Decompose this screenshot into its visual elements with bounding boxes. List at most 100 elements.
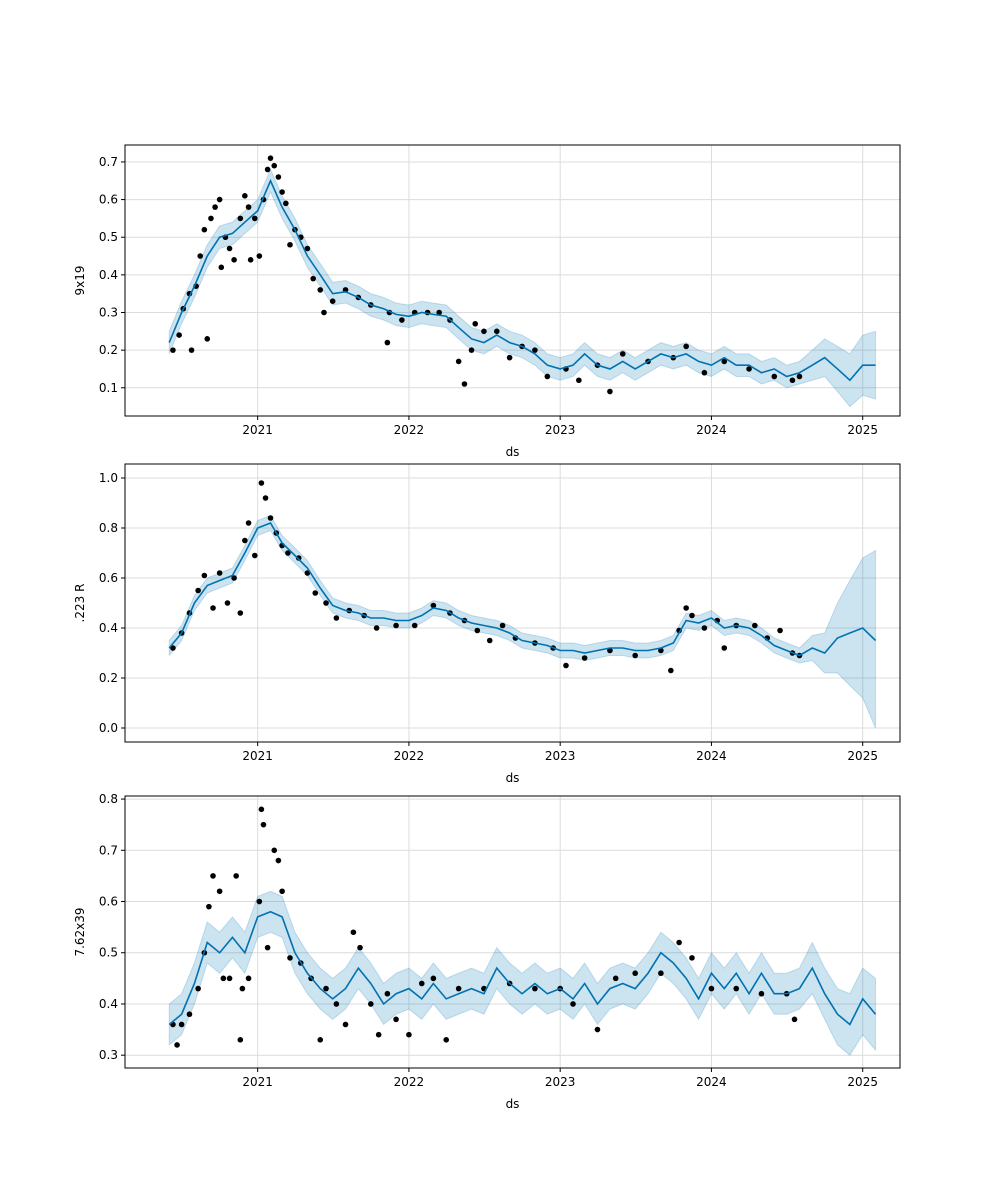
observed-point [632,970,638,977]
observed-point [206,903,212,910]
y-tick-label: 0.6 [99,895,118,909]
observed-point [226,245,233,252]
observed-point [321,309,327,316]
observed-point [333,1001,340,1007]
observed-point [323,985,329,992]
y-tick-label: 0.8 [99,792,118,806]
x-tick-label: 2022 [394,423,425,437]
observed-point [260,821,267,828]
observed-point [708,985,715,992]
observed-point [237,610,244,616]
observed-point [658,970,664,977]
observed-point [275,174,282,180]
observed-point [701,369,708,376]
observed-point [393,1016,399,1023]
observed-point [237,1037,244,1043]
observed-point [231,575,237,581]
uncertainty-band [168,168,877,408]
observed-point [796,373,803,380]
observed-point [210,605,216,611]
observed-point [632,652,638,659]
x-tick-label: 2023 [545,1075,576,1089]
observed-point [256,253,263,259]
forecast-line [168,910,877,1026]
y-tick-label: 0.6 [99,571,118,585]
observed-point [771,373,778,380]
observed-point [287,241,293,248]
observed-point [468,347,475,353]
x-tick-label: 2024 [696,423,727,437]
x-axis-label: ds [506,771,520,785]
y-axis-label: .223 R [73,584,87,623]
x-tick-label: 2025 [847,423,878,437]
observed-point [329,298,336,305]
observed-point [264,166,271,173]
y-tick-label: 0.2 [99,343,118,357]
observed-point [443,1037,450,1043]
observed-point [373,625,380,631]
observed-point [350,929,357,936]
y-tick-label: 0.3 [99,1048,118,1062]
observed-point [406,1031,412,1038]
forecast-line [168,178,876,382]
observed-point [570,1001,576,1007]
observed-point [594,1026,601,1033]
observed-point [399,317,405,323]
observed-point [499,622,506,629]
observed-point [758,990,765,997]
observed-point [201,572,208,579]
subplot-1: 2021 2022 2023 2024 2025 0.1 0.2 0.3 0.4 0.5 0.6 0.… [73,144,901,459]
observed-point [310,275,316,282]
observed-point [195,985,201,992]
observed-point [532,347,538,353]
x-tick-label: 2022 [394,1075,425,1089]
uncertainty-band [168,890,877,1056]
observed-point [430,975,437,982]
observed-point [283,200,289,207]
y-tick-label: 0.2 [99,671,118,685]
observed-point [226,975,233,982]
observed-point [619,351,626,357]
observed-point [247,256,254,263]
observed-point [242,193,248,199]
x-tick-label: 2025 [847,749,878,763]
observed-point [506,354,513,361]
observed-point [472,320,479,327]
observed-point [267,515,274,521]
x-axis-label: ds [506,1097,520,1111]
observed-point [658,647,664,654]
y-tick-label: 0.5 [99,230,118,244]
forecast-line [168,522,877,657]
plot-frame [124,795,901,1069]
observed-point [256,898,263,905]
observed-point [323,600,329,606]
observed-point [474,627,481,634]
observed-point [493,328,500,335]
observed-point [295,555,302,561]
observed-point [285,550,291,556]
observed-point [384,990,391,997]
observed-point [342,1021,349,1028]
y-tick-label: 0.7 [99,843,118,857]
observed-point [455,985,462,992]
y-tick-label: 1.0 [99,471,118,485]
observed-point [375,1031,382,1038]
y-tick-label: 0.8 [99,521,118,535]
observed-point [186,1011,193,1018]
observed-point [239,985,246,992]
observed-point [212,204,218,210]
observed-point [224,600,231,606]
y-axis-label: 9x19 [73,265,87,295]
observed-point [287,955,293,961]
observed-point [683,343,689,350]
x-tick-label: 2021 [242,423,273,437]
observed-point [204,336,211,342]
observed-point [746,366,752,372]
observed-point [612,975,619,982]
observed-point [271,162,278,169]
observed-point [279,189,285,195]
observed-point [218,264,225,271]
plot-frame [124,144,901,417]
